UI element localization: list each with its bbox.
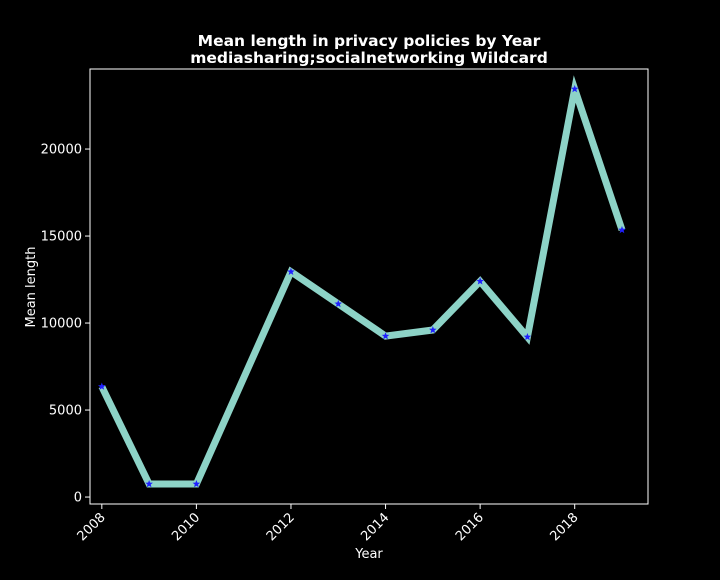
x-tick-label: 2008 xyxy=(75,510,109,544)
data-point-marker xyxy=(570,85,579,93)
data-point-marker xyxy=(429,326,437,334)
x-tick-label: 2014 xyxy=(358,510,392,544)
x-tick-label: 2012 xyxy=(264,510,298,544)
x-axis: 2008 2010 2012 2014 2016 2018 xyxy=(75,504,582,544)
y-tick-label: 20000 xyxy=(41,143,82,158)
y-tick-label: 5000 xyxy=(49,404,82,419)
data-point-marker xyxy=(381,332,390,340)
y-tick-label: 15000 xyxy=(41,230,82,245)
data-point-marker xyxy=(618,225,626,234)
x-tick-label: 2010 xyxy=(169,510,203,544)
data-point-marker xyxy=(476,277,484,285)
plot-area-frame xyxy=(89,68,649,505)
y-axis: 0 5000 10000 15000 20000 xyxy=(41,143,90,506)
series-line xyxy=(98,75,626,488)
x-tick-label: 2018 xyxy=(548,510,582,544)
x-tick-label: 2016 xyxy=(453,510,487,544)
data-point-marker xyxy=(334,299,343,308)
data-point-marker xyxy=(287,267,295,275)
chart-title-line-1: Mean length in privacy policies by Year xyxy=(198,32,541,50)
data-point-marker xyxy=(145,479,153,488)
data-point-marker xyxy=(523,332,532,341)
data-point-marker xyxy=(98,382,106,390)
chart-title-line-2: mediasharing;socialnetworking Wildcard xyxy=(190,49,548,67)
y-axis-label: Mean length xyxy=(24,247,39,328)
y-tick-label: 0 xyxy=(74,491,82,506)
data-point-marker xyxy=(192,479,201,488)
data-markers xyxy=(98,85,626,488)
y-tick-label: 10000 xyxy=(41,317,82,332)
x-axis-label: Year xyxy=(354,547,383,562)
